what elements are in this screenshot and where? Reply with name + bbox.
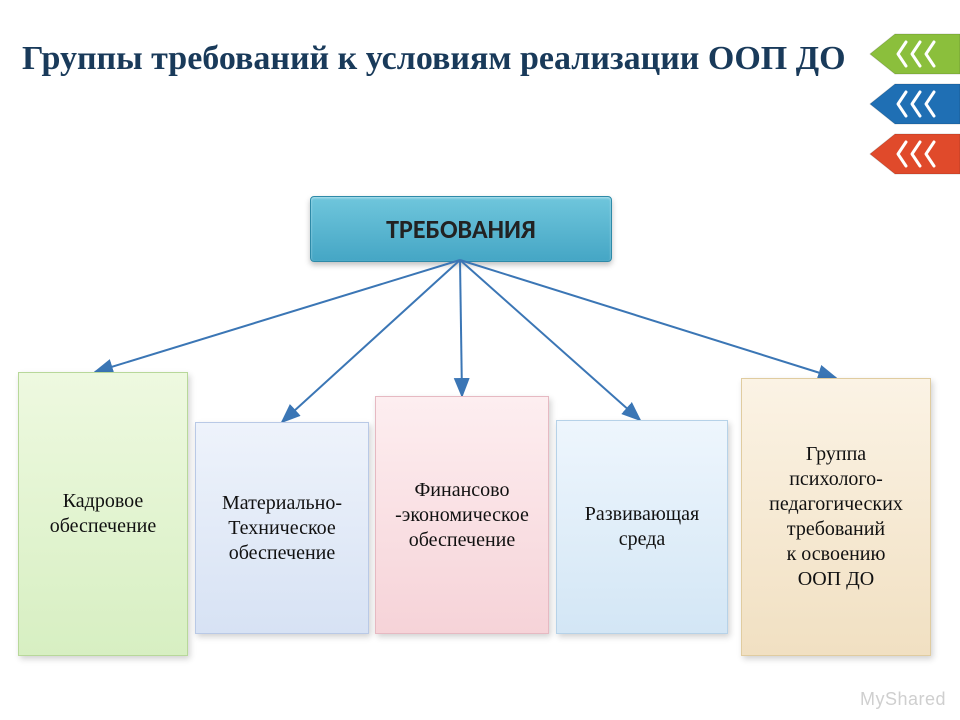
leaf-node-label: Группа психолого- педагогических требова… (769, 442, 903, 592)
leaf-node-4: Группа психолого- педагогических требова… (741, 378, 931, 656)
slide-title: Группы требований к условиям реализации … (22, 38, 846, 81)
root-node: ТРЕБОВАНИЯ (310, 196, 612, 262)
leaf-node-label: Материально- Техническое обеспечение (202, 491, 362, 566)
corner-decoration (840, 12, 960, 193)
leaf-node-0: Кадровое обеспечение (18, 372, 188, 656)
leaf-node-2: Финансово -экономическое обеспечение (375, 396, 549, 634)
watermark: MyShared (860, 689, 946, 710)
leaf-node-label: Финансово -экономическое обеспечение (382, 478, 542, 553)
leaf-node-label: Развивающая среда (563, 502, 721, 552)
leaf-node-1: Материально- Техническое обеспечение (195, 422, 369, 634)
root-node-label: ТРЕБОВАНИЯ (386, 213, 536, 245)
decoration-svg (840, 12, 960, 188)
leaf-node-3: Развивающая среда (556, 420, 728, 634)
leaf-node-label: Кадровое обеспечение (25, 489, 181, 539)
